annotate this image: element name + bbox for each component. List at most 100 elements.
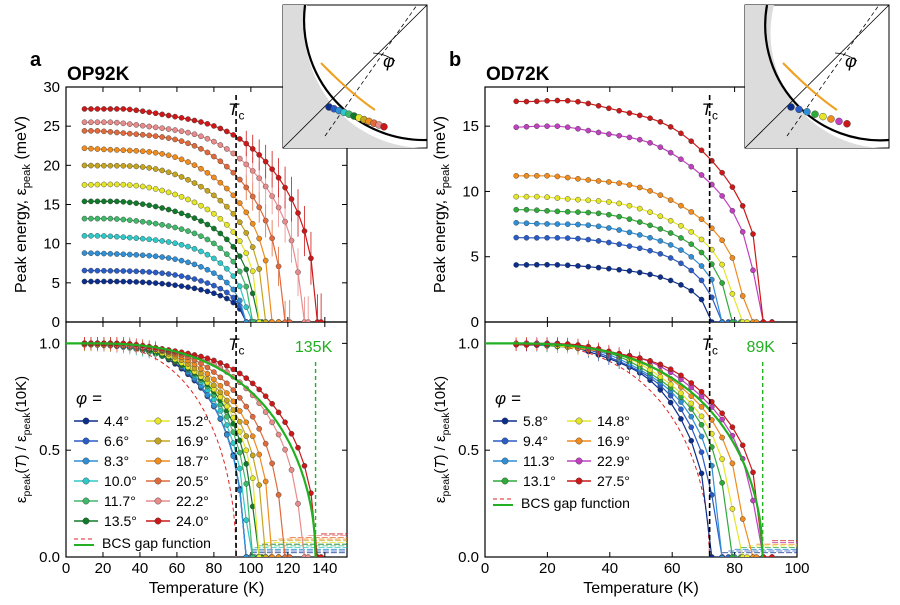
legend-swatch-dot: [575, 417, 583, 425]
bottom-y-title-part: peak: [440, 473, 452, 497]
data-point: [544, 208, 550, 214]
data-point: [198, 119, 204, 125]
top-y-title-part: peak: [440, 164, 452, 189]
data-point: [236, 487, 243, 494]
data-point: [595, 102, 602, 109]
data-point: [269, 400, 275, 407]
data-point: [262, 409, 269, 415]
data-point: [178, 115, 185, 121]
data-point: [204, 170, 211, 176]
data-point: [585, 263, 592, 270]
data-point: [107, 250, 114, 257]
data-point: [165, 239, 172, 245]
data-point: [107, 119, 114, 126]
data-point: [165, 112, 172, 119]
tc-label-bottom: Tc: [702, 335, 718, 357]
data-point: [243, 375, 250, 381]
data-point: [236, 465, 243, 472]
data-point: [94, 146, 101, 152]
data-point: [236, 136, 243, 142]
data-point: [101, 267, 107, 274]
legend-label: 22.2°: [176, 493, 209, 509]
legend-label: 10.0°: [104, 473, 137, 489]
data-point: [191, 180, 198, 186]
sample-title: OD72K: [486, 64, 550, 85]
data-point: [647, 188, 653, 194]
data-point: [616, 180, 622, 186]
bottom-y-title: εpeak(T) / εpeak(10K): [13, 376, 33, 503]
data-point: [269, 419, 275, 426]
data-point: [139, 279, 146, 286]
data-point: [172, 208, 178, 215]
data-point: [698, 388, 705, 395]
legend-swatch-dot: [501, 417, 509, 425]
legend-swatch-dot: [575, 457, 583, 465]
data-point: [698, 413, 705, 420]
data-point: [657, 144, 664, 150]
data-point: [719, 456, 725, 462]
data-point: [249, 452, 256, 459]
data-point: [159, 134, 165, 140]
data-point: [719, 319, 725, 322]
x-tick-label: 20: [539, 560, 556, 577]
data-point: [243, 403, 250, 410]
data-point: [224, 422, 230, 428]
data-point: [564, 196, 571, 202]
data-point: [81, 182, 88, 188]
x-tick-label: 40: [601, 560, 618, 577]
data-point: [236, 253, 243, 260]
data-point: [204, 370, 211, 377]
data-point: [256, 451, 262, 458]
legend-swatch-dot: [154, 437, 162, 445]
data-point: [204, 364, 211, 371]
series-line: [516, 343, 729, 557]
data-point: [688, 287, 695, 294]
data-point: [94, 215, 101, 222]
data-point: [616, 200, 622, 207]
data-point: [688, 437, 695, 444]
x-tick-label: 0: [62, 560, 70, 577]
data-point: [739, 516, 746, 522]
data-point: [146, 202, 152, 209]
data-point: [657, 373, 664, 380]
data-point: [224, 363, 230, 369]
data-point: [249, 554, 256, 557]
data-point: [139, 201, 146, 207]
data-point: [236, 394, 243, 401]
data-point: [236, 238, 243, 244]
data-point: [101, 278, 107, 285]
y-tick-label: 0: [52, 314, 60, 331]
data-point: [133, 279, 140, 285]
tc-label-top-part: T: [702, 100, 714, 119]
data-point: [688, 424, 695, 431]
data-point: [88, 181, 94, 188]
data-point: [146, 252, 152, 259]
data-point: [513, 193, 520, 200]
data-point: [744, 554, 750, 557]
data-point: [211, 369, 217, 375]
data-point: [185, 274, 191, 281]
data-point: [211, 240, 217, 247]
data-point: [159, 151, 165, 157]
data-point: [236, 200, 243, 206]
data-point: [139, 148, 146, 155]
data-point: [230, 243, 237, 250]
inset-dot: [819, 112, 827, 121]
data-point: [198, 264, 204, 270]
y-tick-label: 5: [52, 275, 60, 292]
data-point: [678, 416, 684, 422]
data-point: [554, 235, 561, 241]
data-point: [636, 219, 643, 225]
data-point: [636, 269, 643, 276]
data-point: [657, 361, 664, 368]
data-point: [101, 233, 107, 239]
sample-title: OP92K: [67, 64, 130, 85]
data-point: [230, 286, 237, 293]
data-point: [204, 288, 211, 295]
data-point: [178, 174, 185, 180]
data-point: [191, 162, 198, 168]
data-point: [554, 123, 561, 130]
data-point: [114, 268, 120, 274]
bottom-y-title-part: (: [13, 469, 30, 474]
top-y-title-part: (meV): [432, 116, 449, 164]
